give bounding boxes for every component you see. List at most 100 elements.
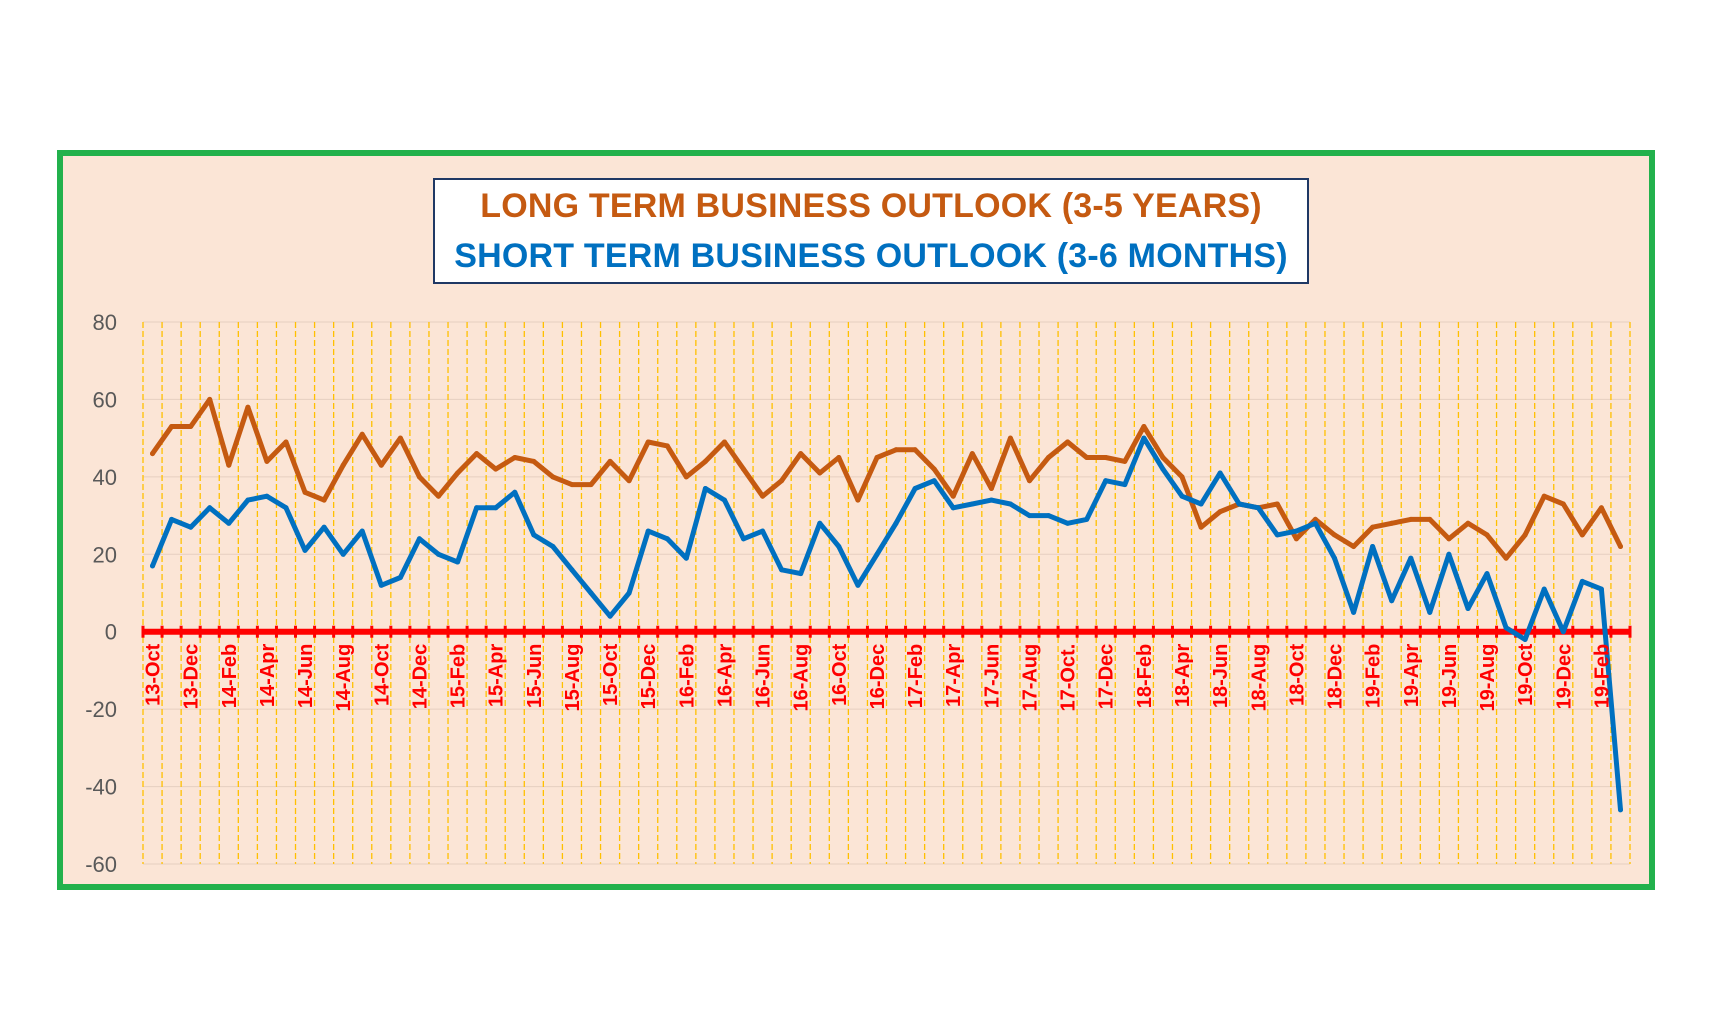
data-point-short-term	[1446, 551, 1452, 557]
x-tick-label: 19-Feb	[1363, 644, 1385, 708]
data-point-short-term	[1598, 586, 1604, 592]
data-point-short-term	[359, 528, 365, 534]
data-point-short-term	[1579, 578, 1585, 584]
data-point-long-term	[1027, 478, 1032, 484]
data-point-short-term	[969, 501, 975, 507]
data-point-long-term	[1065, 439, 1071, 445]
data-point-long-term	[1618, 544, 1623, 549]
data-point-short-term	[1046, 513, 1051, 519]
data-point-long-term	[359, 431, 365, 437]
data-point-long-term	[722, 439, 727, 445]
x-tick-label: 18-Aug	[1248, 644, 1270, 712]
data-point-long-term	[664, 443, 670, 449]
data-point-short-term	[1541, 586, 1547, 592]
data-point-short-term	[1312, 520, 1318, 526]
data-point-long-term	[169, 424, 175, 429]
data-point-long-term	[893, 447, 899, 453]
data-point-long-term	[855, 497, 861, 503]
data-point-long-term	[1579, 532, 1585, 538]
data-point-long-term	[1293, 536, 1299, 542]
data-point-long-term	[817, 470, 823, 476]
data-point-long-term	[1141, 424, 1147, 429]
data-point-short-term	[512, 489, 518, 495]
x-tick-label: 16-Oct	[829, 643, 851, 706]
data-point-long-term	[1541, 493, 1547, 499]
data-point-short-term	[416, 536, 422, 542]
data-point-short-term	[1332, 555, 1337, 561]
data-point-short-term	[1389, 598, 1395, 604]
data-point-short-term	[1465, 606, 1471, 611]
y-tick-label: 60	[93, 387, 117, 412]
data-point-short-term	[722, 497, 727, 503]
series-line-short-term	[150, 435, 1623, 813]
data-point-long-term	[245, 404, 251, 410]
data-point-short-term	[1141, 435, 1147, 441]
data-point-short-term	[645, 528, 651, 534]
data-point-long-term	[1198, 524, 1204, 530]
data-point-short-term	[836, 544, 842, 549]
data-point-short-term	[264, 493, 270, 499]
x-tick-label: 14-Feb	[219, 644, 241, 708]
data-point-long-term	[569, 482, 575, 488]
x-tick-label: 14-Dec	[409, 644, 431, 710]
x-tick-label: 18-Apr	[1172, 644, 1194, 708]
data-point-short-term	[226, 520, 232, 526]
x-axis: 13-Oct 13-Dec 14-Feb 14-Apr 14-Jun 14-Aug 14-O…	[143, 643, 1614, 711]
x-tick-label: 17-Dec	[1096, 644, 1118, 710]
data-point-long-term	[1046, 455, 1051, 460]
x-tick-label: 19-Apr	[1401, 644, 1423, 708]
data-point-short-term	[1274, 532, 1280, 538]
data-point-long-term	[531, 458, 537, 464]
x-tick-label: 16-Apr	[715, 644, 737, 708]
data-point-short-term	[1522, 637, 1528, 642]
x-tick-label: 15-Feb	[448, 644, 470, 708]
data-point-long-term	[1408, 516, 1414, 522]
data-point-long-term	[969, 451, 975, 457]
data-point-short-term	[569, 567, 575, 573]
data-point-short-term	[207, 505, 213, 511]
data-point-short-term	[931, 478, 937, 484]
data-point-short-term	[321, 524, 327, 530]
data-point-long-term	[302, 489, 308, 495]
data-point-long-term	[950, 493, 956, 499]
data-point-short-term	[1065, 520, 1071, 526]
data-point-long-term	[226, 462, 232, 468]
data-point-short-term	[188, 524, 194, 530]
data-point-short-term	[1179, 493, 1185, 499]
data-point-long-term	[1370, 524, 1376, 530]
data-point-long-term	[1007, 435, 1013, 441]
data-point-long-term	[493, 466, 499, 472]
data-point-long-term	[1598, 505, 1604, 511]
data-point-short-term	[493, 505, 499, 511]
data-point-short-term	[1427, 609, 1433, 615]
x-tick-label: 15-Apr	[486, 644, 508, 708]
x-tick-label: 14-Apr	[257, 643, 279, 707]
data-point-long-term	[474, 451, 480, 457]
data-point-short-term	[1370, 544, 1376, 549]
data-point-short-term	[779, 567, 785, 573]
grid-layer	[142, 321, 1631, 865]
data-point-short-term	[1027, 513, 1032, 519]
data-point-short-term	[874, 551, 880, 557]
x-tick-label: 19-Dec	[1553, 644, 1575, 710]
x-tick-label: 14-Jun	[295, 644, 317, 708]
x-tick-label: 15-Jun	[524, 644, 546, 708]
x-tick-label: 15-Aug	[562, 644, 584, 712]
data-point-short-term	[1236, 501, 1242, 507]
data-point-long-term	[1122, 458, 1128, 464]
data-point-short-term	[436, 551, 441, 557]
data-point-short-term	[1351, 609, 1357, 615]
data-point-long-term	[1160, 455, 1166, 460]
data-point-short-term	[340, 551, 346, 557]
data-point-long-term	[931, 466, 937, 472]
data-point-long-term	[436, 493, 441, 499]
x-tick-label: 16-Jun	[753, 644, 775, 708]
data-point-long-term	[1427, 516, 1433, 522]
y-tick-label: 40	[93, 465, 117, 490]
x-tick-label: 19-Oct	[1515, 643, 1537, 706]
x-tick-label: 17-Oct.	[1058, 644, 1080, 712]
data-point-short-term	[702, 486, 708, 491]
data-point-long-term	[912, 447, 918, 453]
data-point-long-term	[645, 439, 651, 445]
data-point-short-term	[855, 582, 861, 588]
